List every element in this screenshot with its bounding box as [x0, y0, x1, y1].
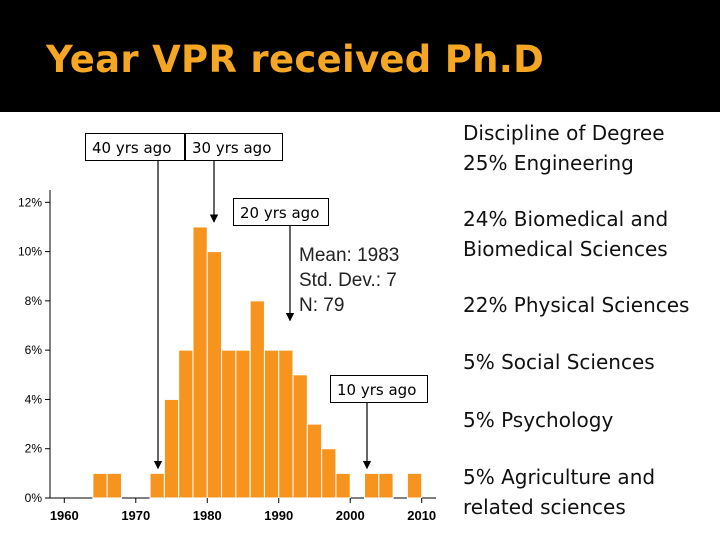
stat-n: N: 79	[299, 295, 345, 316]
y-tick-label: 10%	[18, 245, 42, 259]
histogram-bar	[335, 472, 351, 499]
title-bar: Year VPR received Ph.D	[0, 0, 720, 112]
discipline-social: 5% Social Sciences	[463, 350, 655, 374]
annotation-10-yrs-ago: 10 yrs ago	[330, 375, 428, 403]
stat-mean: Mean: 1983	[299, 245, 400, 266]
histogram-bar	[106, 472, 122, 499]
histogram-bar	[92, 472, 108, 499]
histogram-bar	[221, 349, 237, 499]
x-tick-label: 1980	[193, 508, 222, 523]
stat-std-dev: Std. Dev.: 7	[299, 270, 397, 291]
histogram-bar	[163, 398, 180, 499]
histogram-bar	[292, 374, 308, 499]
discipline-agriculture-block: 5% Agriculture and related sciences	[463, 462, 655, 522]
discipline-heading-block: Discipline of Degree 25% Engineering	[463, 118, 665, 178]
histogram-bar	[235, 349, 251, 499]
y-tick-label: 12%	[18, 195, 42, 209]
discipline-heading: Discipline of Degree	[463, 121, 665, 145]
y-tick-label: 2%	[25, 442, 43, 456]
slide-title: Year VPR received Ph.D	[46, 38, 545, 81]
discipline-agriculture-line2: related sciences	[463, 495, 626, 519]
y-tick-label: 8%	[25, 294, 43, 308]
x-tick-label: 1990	[264, 508, 293, 523]
histogram-bar	[263, 349, 280, 499]
stats-block: Mean: 1983 Std. Dev.: 7 N: 79	[299, 243, 399, 318]
discipline-psychology: 5% Psychology	[463, 408, 614, 432]
histogram-bar	[249, 300, 265, 499]
histogram-bar	[206, 251, 223, 499]
histogram-bar	[306, 423, 323, 499]
x-tick-label: 2000	[336, 508, 365, 523]
discipline-engineering: 25% Engineering	[463, 151, 634, 175]
y-tick-label: 6%	[25, 343, 43, 357]
histogram-bar	[406, 472, 423, 499]
discipline-agriculture-line1: 5% Agriculture and	[463, 465, 656, 489]
annotation-30-yrs-ago: 30 yrs ago	[185, 133, 283, 161]
y-tick-label: 4%	[25, 392, 43, 406]
histogram-bar	[149, 472, 165, 499]
histogram-bar	[192, 226, 208, 499]
histogram-bar	[321, 448, 337, 499]
histogram-bar	[178, 349, 194, 499]
annotation-40-yrs-ago: 40 yrs ago	[85, 133, 185, 161]
histogram-bar	[278, 349, 294, 499]
x-tick-label: 1970	[121, 508, 150, 523]
histogram-bar	[378, 472, 394, 499]
x-tick-label: 1960	[50, 508, 79, 523]
discipline-physical: 22% Physical Sciences	[463, 293, 690, 317]
histogram-bar	[364, 472, 380, 499]
discipline-biomedical-line1: 24% Biomedical and	[463, 207, 669, 231]
annotation-20-yrs-ago: 20 yrs ago	[233, 198, 329, 226]
x-tick-label: 2010	[407, 508, 436, 523]
discipline-biomedical-block: 24% Biomedical and Biomedical Sciences	[463, 204, 668, 264]
discipline-biomedical-line2: Biomedical Sciences	[463, 237, 668, 261]
y-tick-label: 0%	[25, 491, 43, 505]
